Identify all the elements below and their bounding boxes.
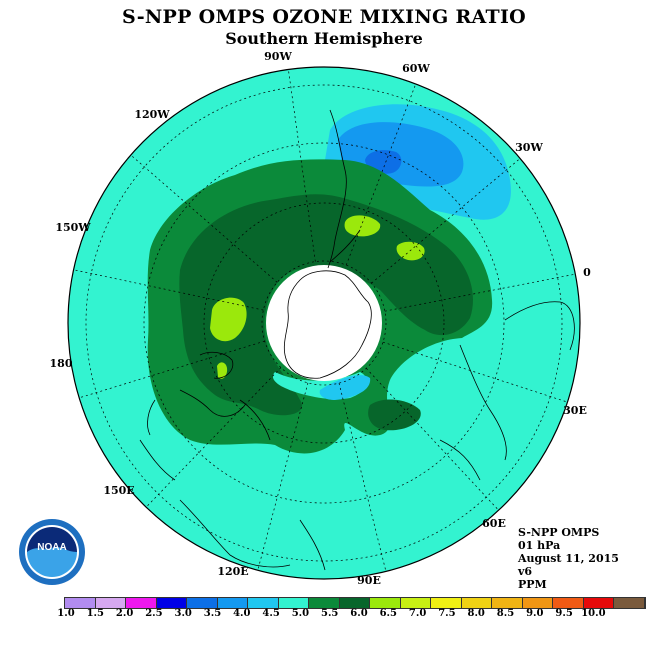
colorbar-segment (522, 598, 553, 608)
longitude-graticule (73, 69, 576, 572)
meridian-line (338, 383, 387, 572)
colorbar-tick-label: 9.5 (555, 608, 573, 619)
colorbar-segment (65, 598, 96, 608)
colorbar-segment (461, 598, 492, 608)
contour-6-0-patch-small (217, 362, 228, 379)
colorbar-segment (492, 598, 523, 608)
longitude-label: 90E (357, 574, 381, 587)
meridian-line (366, 368, 499, 511)
colorbar-tick-label: 6.0 (350, 608, 368, 619)
logo-text: NOAA (37, 542, 66, 553)
info-version: v6 (518, 565, 533, 578)
longitude-label: 150E (103, 484, 134, 497)
blue-patch-near-pole (319, 375, 371, 400)
colorbar-tick-label: 2.0 (115, 608, 134, 619)
colorbar-segment (126, 598, 157, 608)
colorbar-segment (583, 598, 614, 608)
colorbar-tick-label: 10.0 (581, 608, 606, 619)
colorbar-tick-label: 8.0 (467, 608, 485, 619)
colorbar-segment (370, 598, 401, 608)
colorbar-tick-label: 8.5 (496, 608, 515, 619)
info-date: August 11, 2015 (518, 552, 619, 565)
longitude-labels: 90W 60W 30W 0 30E 60E 90E 120E 150E 180 150W 120W (50, 50, 592, 587)
colorbar-tick-label: 1.5 (86, 608, 104, 619)
meridian-line (345, 83, 417, 266)
longitude-label: 30W (515, 141, 543, 154)
colorbar-tick-label: 7.5 (438, 608, 456, 619)
page-title: S-NPP OMPS OZONE MIXING RATIO (121, 6, 527, 28)
colorbar-segment (614, 598, 645, 608)
info-panel: S-NPP OMPS 01 hPa August 11, 2015 v6 PPM (518, 526, 619, 591)
noaa-logo-icon: NOAA (19, 519, 85, 585)
page-subtitle: Southern Hemisphere (225, 29, 423, 48)
colorbar-segment (400, 598, 431, 608)
colorbar-segment (95, 598, 126, 608)
colorbar-segment (553, 598, 584, 608)
colorbar-segment (431, 598, 462, 608)
meridian-line (382, 341, 568, 403)
longitude-label: 90W (264, 50, 292, 63)
colorbar-segment (187, 598, 218, 608)
longitude-label: 60W (402, 62, 430, 75)
colorbar-tick-label: 2.5 (145, 608, 163, 619)
colorbar-tick-label: 4.0 (233, 608, 251, 619)
contour-6-0-patch-north (344, 215, 381, 237)
meridian-line (79, 340, 265, 399)
longitude-label: 0 (583, 266, 591, 279)
colorbar-labels: 1.0 1.5 2.0 2.5 3.0 3.5 4.0 4.5 5.0 5.5 6.0 6.5 7.0 7… (0, 608, 648, 622)
info-instrument: S-NPP OMPS (518, 526, 600, 539)
colorbar-tick-label: 7.0 (408, 608, 427, 619)
meridian-line (130, 154, 278, 283)
longitude-label: 120W (134, 108, 170, 121)
meridian-line (384, 273, 576, 312)
colorbar-segment (309, 598, 340, 608)
longitude-label: 60E (482, 517, 506, 530)
info-units: PPM (518, 578, 547, 591)
contour-6-0-patch-west (210, 297, 247, 342)
contour-5-5-patch-south (368, 399, 421, 431)
meridian-line (73, 269, 264, 311)
info-level: 01 hPa (518, 539, 561, 552)
coastlines (139, 109, 575, 571)
colorbar-segment (339, 598, 370, 608)
colorbar-tick-label: 6.5 (379, 608, 397, 619)
colorbar (64, 597, 646, 609)
longitude-label: 30E (563, 404, 587, 417)
longitude-label: 120E (217, 565, 248, 578)
latitude-graticule (85, 84, 563, 562)
colorbar-tick-label: 4.5 (262, 608, 280, 619)
longitude-label: 180 (50, 357, 73, 370)
meridian-line (371, 158, 521, 284)
meridian-line (257, 382, 309, 571)
colorbar-tick-label: 1.0 (57, 608, 75, 619)
colorbar-tick-label: 5.0 (291, 608, 310, 619)
colorbar-segment (248, 598, 279, 608)
colorbar-tick-label: 3.5 (203, 608, 222, 619)
longitude-label: 150W (55, 221, 91, 234)
polar-no-data-disk (266, 265, 382, 381)
meridian-line (288, 69, 316, 262)
colorbar-segment (217, 598, 248, 608)
contour-6-0-patch-east (396, 241, 425, 261)
meridian-line (145, 367, 282, 508)
colorbar-segment (278, 598, 309, 608)
colorbar-segment (156, 598, 187, 608)
colorbar-tick-label: 3.0 (174, 608, 192, 619)
colorbar-tick-label: 9.0 (526, 608, 544, 619)
colorbar-tick-label: 5.5 (320, 608, 339, 619)
